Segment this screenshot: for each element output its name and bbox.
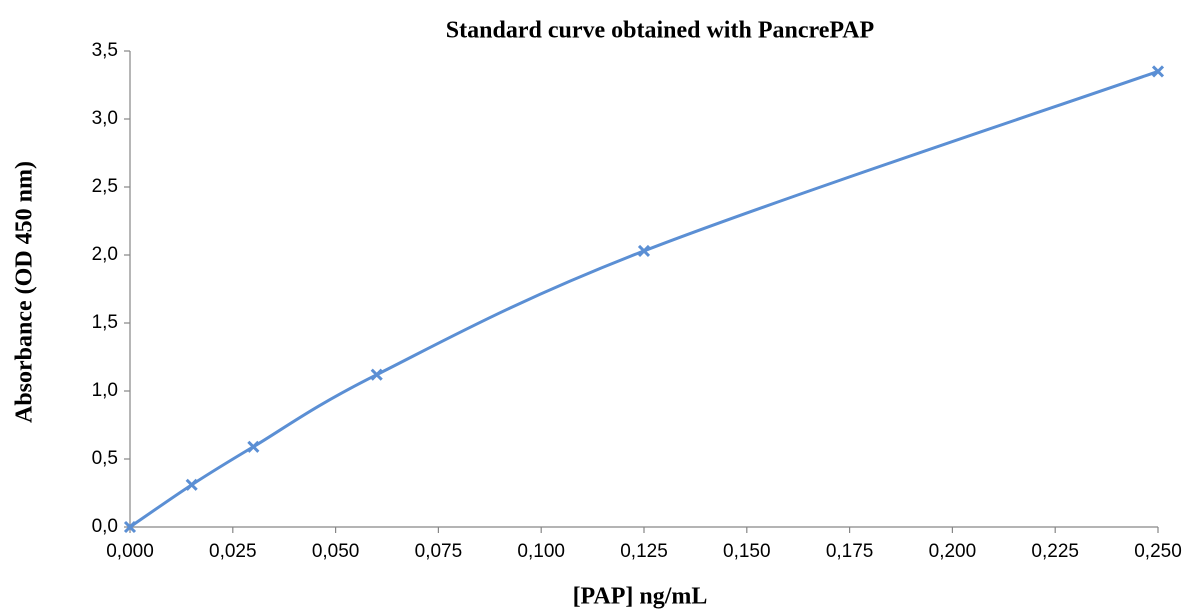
x-tick-label: 0,250 <box>1134 541 1182 562</box>
x-tick-label: 0,000 <box>106 541 154 562</box>
x-tick-label: 0,075 <box>415 541 463 562</box>
x-tick-label: 0,100 <box>517 541 565 562</box>
y-tick-label: 0,5 <box>92 448 118 469</box>
x-tick-label: 0,125 <box>620 541 668 562</box>
x-axis-label: [PAP] ng/mL <box>573 584 708 610</box>
x-tick-label: 0,025 <box>209 541 257 562</box>
x-tick-label: 0,050 <box>312 541 360 562</box>
y-tick-label: 2,0 <box>92 244 118 265</box>
x-tick-label: 0,175 <box>826 541 874 562</box>
chart-title: Standard curve obtained with PancrePAP <box>446 18 874 44</box>
y-tick-label: 1,0 <box>92 380 118 401</box>
marker <box>185 478 198 491</box>
marker <box>637 244 651 257</box>
y-tick-label: 3,5 <box>92 40 118 61</box>
x-tick-label: 0,225 <box>1031 541 1079 562</box>
marker <box>123 520 137 534</box>
y-tick-label: 2,5 <box>92 176 118 197</box>
series-line <box>129 69 1159 529</box>
x-tick-label: 0,200 <box>929 541 977 562</box>
y-tick-label: 0,0 <box>92 516 118 537</box>
y-axis-label: Absorbance (OD 450 nm) <box>12 161 38 423</box>
y-tick-label: 3,0 <box>92 108 118 129</box>
marker <box>370 368 383 381</box>
y-tick-label: 1,5 <box>92 312 118 333</box>
marker <box>247 440 260 453</box>
x-tick-label: 0,150 <box>723 541 771 562</box>
marker <box>1151 65 1165 78</box>
